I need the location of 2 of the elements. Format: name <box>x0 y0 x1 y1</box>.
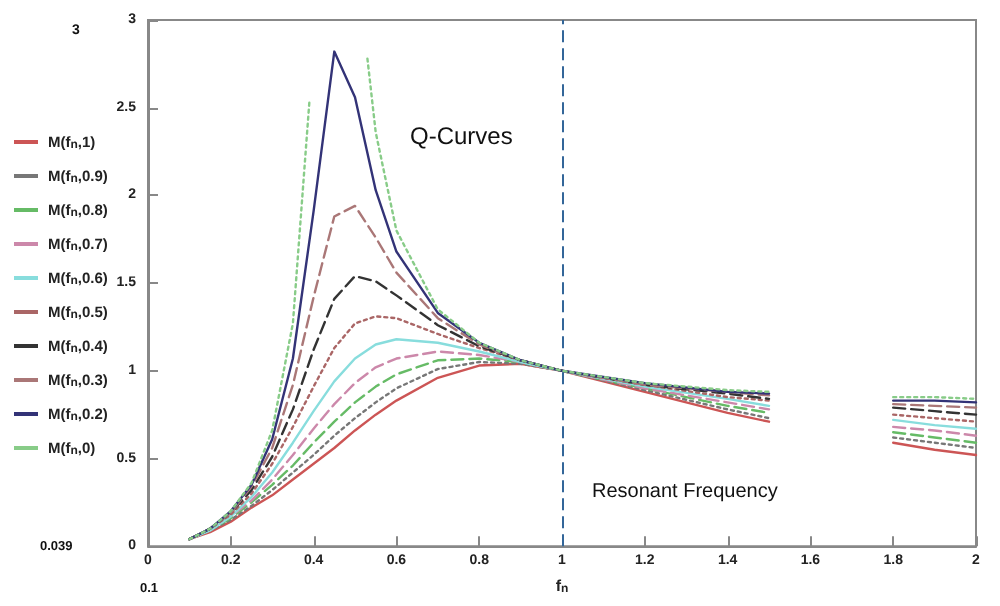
annotation: Q-Curves <box>410 122 513 150</box>
ref-line-label: Resonant Frequency <box>592 481 778 504</box>
